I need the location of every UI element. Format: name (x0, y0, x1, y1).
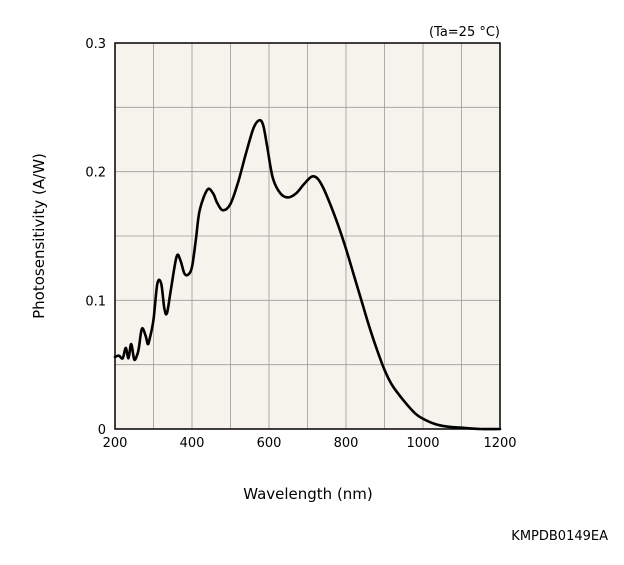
x-tick-label: 1200 (483, 436, 516, 451)
x-axis-title: Wavelength (nm) (243, 485, 373, 503)
y-tick-labels: 0 0.1 0.2 0.3 (85, 37, 106, 438)
figure-code: KMPDB0149EA (511, 529, 608, 544)
temperature-annotation: (Ta=25 °C) (429, 25, 500, 40)
x-tick-label: 200 (103, 436, 128, 451)
y-tick-label: 0.2 (85, 166, 106, 181)
y-tick-label: 0.1 (85, 294, 106, 309)
y-tick-label: 0 (98, 423, 106, 438)
y-axis-title: Photosensitivity (A/W) (30, 153, 48, 319)
x-tick-label: 400 (180, 436, 205, 451)
series-line (113, 118, 502, 431)
y-tick-label: 0.3 (85, 37, 106, 52)
x-tick-label: 600 (257, 436, 282, 451)
plot-frame (114, 42, 501, 430)
grid-lines (115, 43, 500, 429)
x-tick-label: 800 (334, 436, 359, 451)
x-tick-label: 1000 (406, 436, 439, 451)
x-tick-labels: 200 400 600 800 1000 1200 (103, 436, 517, 451)
